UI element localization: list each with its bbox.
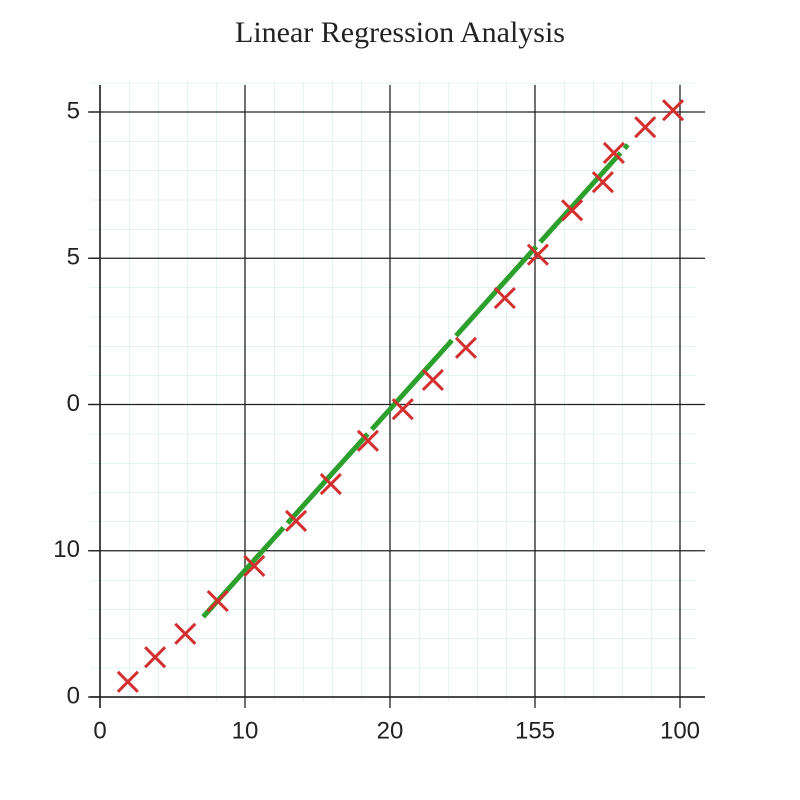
x-tick-label: 0 [93, 717, 106, 744]
minor-grid [90, 82, 696, 702]
chart-title: Linear Regression Analysis [235, 16, 565, 49]
point [356, 429, 380, 452]
x-tick-label: 10 [232, 717, 259, 744]
x-tick-label: 100 [660, 717, 700, 744]
fit-line [201, 143, 630, 619]
y-tick-label: 0 [67, 390, 80, 417]
point [243, 554, 266, 578]
point [116, 670, 139, 693]
point [634, 116, 657, 139]
x-tick-label: 20 [377, 717, 404, 744]
point [602, 141, 625, 165]
point [591, 171, 614, 194]
x-tick-label: 155 [515, 717, 555, 744]
point [421, 368, 444, 391]
point [561, 199, 584, 222]
y-tick-label: 5 [67, 97, 80, 124]
point [526, 243, 549, 266]
point [454, 336, 478, 359]
point [206, 589, 229, 613]
y-tick-label: 5 [67, 244, 80, 271]
y-tick-label: 0 [67, 682, 80, 709]
point [391, 398, 414, 421]
point [284, 509, 308, 532]
point [661, 99, 685, 122]
point [174, 622, 197, 645]
point [144, 646, 167, 669]
y-tick-label: 10 [53, 536, 80, 563]
point [319, 472, 342, 496]
point [493, 286, 516, 310]
